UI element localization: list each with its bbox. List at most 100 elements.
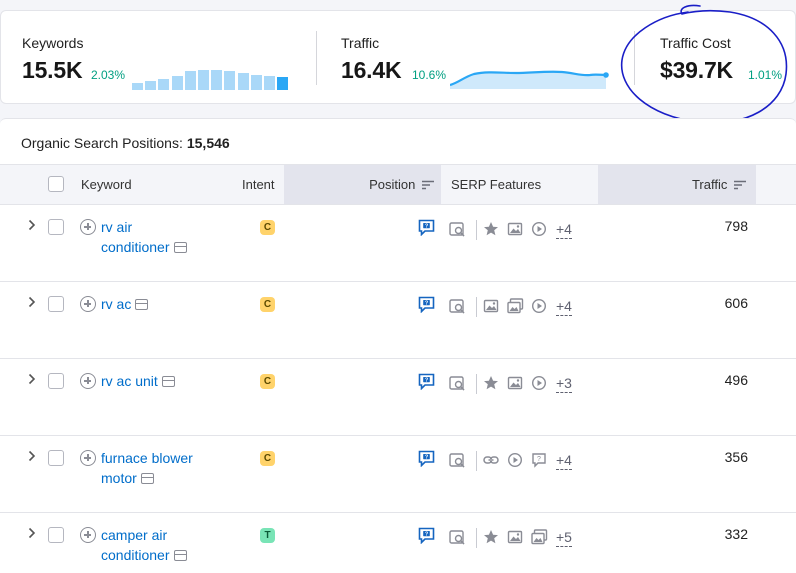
svg-text:?: ? (425, 532, 429, 538)
organic-positions-panel: Organic Search Positions: 15,546 Keyword … (0, 118, 796, 573)
keywords-trend-bars (132, 58, 296, 90)
traffic-label: Traffic (341, 35, 380, 51)
trend-bar (264, 76, 275, 90)
intent-header[interactable]: Intent (242, 177, 275, 192)
serp-snapshot-icon[interactable] (140, 473, 154, 484)
divider (316, 31, 317, 85)
row-checkbox[interactable] (48, 219, 64, 235)
more-serp-features-link[interactable]: +4 (556, 298, 572, 316)
keyword-link[interactable]: camper air conditioner (101, 525, 231, 565)
add-keyword-icon[interactable] (80, 219, 96, 235)
intent-badge: C (260, 297, 275, 312)
traffic-value: 798 (724, 218, 748, 234)
panel-title: Organic Search Positions: 15,546 (21, 135, 230, 151)
positions-count: 15,546 (186, 135, 230, 151)
annotation-circle (620, 4, 788, 124)
table-row: rv ac unit C ? +3 496 (0, 359, 796, 436)
svg-text:?: ? (425, 378, 429, 384)
intent-badge: C (260, 220, 275, 235)
svg-text:?: ? (425, 224, 429, 230)
keyword-text-line2: conditioner (101, 547, 170, 563)
trend-bar (211, 70, 223, 90)
table-header: Keyword Intent Position SERP Features Tr… (0, 164, 796, 205)
trend-bar (277, 77, 289, 90)
table-row: furnace blower motor C ? ? +4 356 (0, 436, 796, 513)
keyword-header[interactable]: Keyword (81, 177, 132, 192)
select-all-checkbox[interactable] (48, 176, 64, 192)
expand-row-chevron-icon[interactable] (28, 373, 36, 388)
sort-icon (734, 180, 746, 189)
add-keyword-icon[interactable] (80, 527, 96, 543)
position-faq-icon[interactable]: ? (418, 219, 435, 241)
trend-bar (132, 83, 143, 90)
expand-row-chevron-icon[interactable] (28, 450, 36, 465)
position-faq-icon[interactable]: ? (418, 450, 435, 472)
panel-title-label: Organic Search Positions: (21, 135, 183, 151)
add-keyword-icon[interactable] (80, 296, 96, 312)
serp-snapshot-icon[interactable] (173, 242, 187, 253)
serp-divider (476, 220, 477, 240)
trend-bar (198, 70, 209, 90)
traffic-value: 356 (724, 449, 748, 465)
keywords-delta: 2.03% (91, 68, 126, 82)
more-serp-features-link[interactable]: +5 (556, 529, 572, 547)
serp-divider (476, 297, 477, 317)
keyword-text: camper air (101, 527, 168, 543)
row-checkbox[interactable] (48, 450, 64, 466)
intent-badge: C (260, 451, 275, 466)
add-keyword-icon[interactable] (80, 450, 96, 466)
position-header[interactable]: Position (284, 165, 441, 204)
traffic-header-label: Traffic (691, 177, 728, 192)
keyword-link[interactable]: rv ac (101, 294, 231, 314)
svg-text:?: ? (537, 456, 541, 463)
keyword-text: rv ac unit (101, 373, 158, 389)
serp-snapshot-icon[interactable] (135, 299, 149, 310)
position-faq-icon[interactable]: ? (418, 373, 435, 395)
serp-snapshot-icon[interactable] (173, 550, 187, 561)
trend-bar (145, 81, 157, 90)
more-serp-features-link[interactable]: +4 (556, 221, 572, 239)
traffic-value: 496 (724, 372, 748, 388)
svg-text:?: ? (425, 301, 429, 307)
more-serp-features-link[interactable]: +4 (556, 452, 572, 470)
sort-icon (422, 180, 434, 189)
traffic-header[interactable]: Traffic (598, 165, 756, 204)
serp-divider (476, 451, 477, 471)
traffic-value: 606 (724, 295, 748, 311)
more-serp-features-link[interactable]: +3 (556, 375, 572, 393)
keyword-link[interactable]: rv air conditioner (101, 217, 231, 257)
svg-text:?: ? (425, 455, 429, 461)
position-header-label: Position (369, 177, 416, 192)
position-faq-icon[interactable]: ? (418, 527, 435, 549)
row-checkbox[interactable] (48, 373, 64, 389)
table-row: camper air conditioner T ? +5 332 (0, 513, 796, 573)
expand-row-chevron-icon[interactable] (28, 219, 36, 234)
keyword-link[interactable]: furnace blower motor (101, 448, 231, 488)
traffic-cost-value: $39.7K (660, 57, 733, 83)
trend-bar (224, 71, 236, 90)
expand-row-chevron-icon[interactable] (28, 296, 36, 311)
serp-divider (476, 374, 477, 394)
row-checkbox[interactable] (48, 527, 64, 543)
row-checkbox[interactable] (48, 296, 64, 312)
intent-badge: C (260, 374, 275, 389)
trend-bar (171, 76, 183, 90)
serp-features-header[interactable]: SERP Features (451, 177, 542, 192)
traffic-cost-label: Traffic Cost (660, 35, 731, 51)
summary-card: Keywords 15.5K 2.03% Traffic 16.4K 10.6%… (0, 10, 796, 104)
keyword-text-line2: motor (101, 470, 137, 486)
add-keyword-icon[interactable] (80, 373, 96, 389)
traffic-value: 332 (724, 526, 748, 542)
trend-bar (237, 73, 249, 90)
keyword-text-line2: conditioner (101, 239, 170, 255)
serp-snapshot-icon[interactable] (161, 376, 175, 387)
keyword-link[interactable]: rv ac unit (101, 371, 231, 391)
table-row: rv air conditioner C ? +4 798 (0, 205, 796, 282)
traffic-delta: 10.6% (412, 68, 447, 82)
position-faq-icon[interactable]: ? (418, 296, 435, 318)
traffic-value: 16.4K (341, 57, 402, 83)
keyword-text: rv air (101, 219, 133, 235)
expand-row-chevron-icon[interactable] (28, 527, 36, 542)
keyword-text: furnace blower (101, 450, 193, 466)
keyword-text: rv ac (101, 296, 132, 312)
